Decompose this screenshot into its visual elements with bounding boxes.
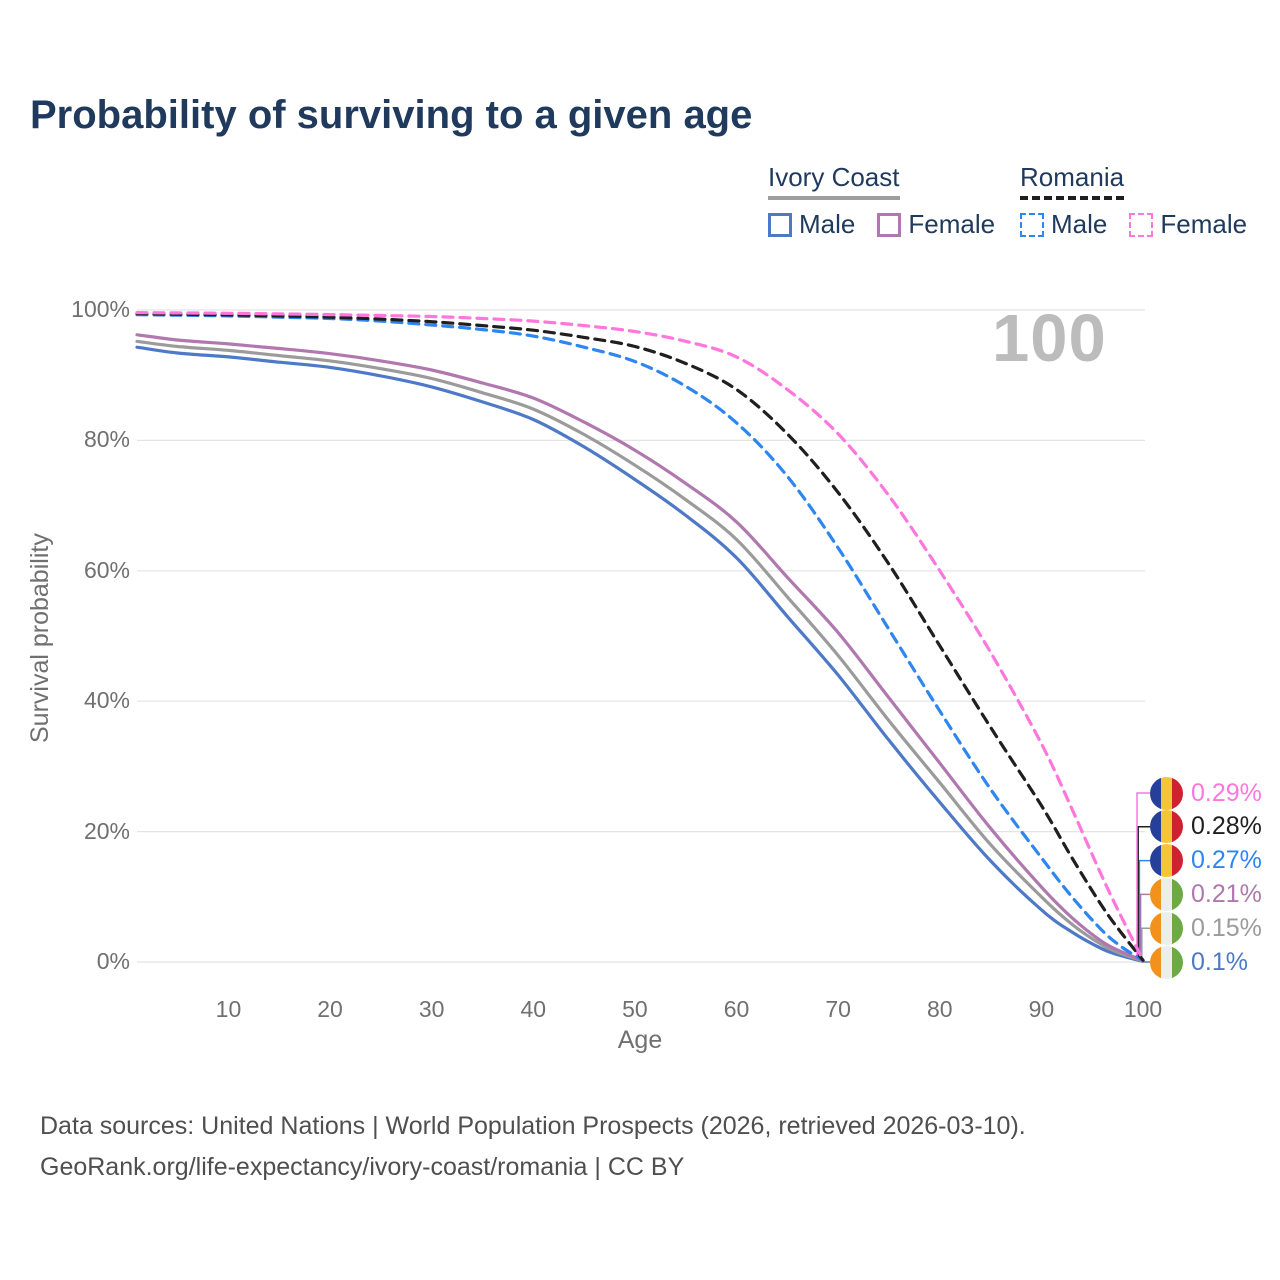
- y-tick-0%: 0%: [96, 948, 130, 974]
- legend-swatch-ivory-coast-female: [877, 212, 902, 237]
- y-tick-80%: 80%: [83, 426, 130, 453]
- series-line-romania-female[interactable]: [135, 311, 1145, 962]
- x-tick-30: 30: [418, 996, 445, 1022]
- leader-line-ivory-coast-all: [1141, 927, 1150, 961]
- x-tick-60: 60: [723, 996, 750, 1022]
- romania-flag-icon: [1150, 844, 1183, 878]
- end-label-romania-male: 0.27%: [1150, 844, 1262, 878]
- leader-line-romania-male: [1138, 859, 1150, 961]
- end-value-romania-all: 0.28%: [1191, 812, 1262, 841]
- legend-swatch-romania-male: [1020, 212, 1044, 237]
- x-tick-20: 20: [317, 996, 343, 1022]
- data-sources-footer: Data sources: United Nations | World Pop…: [40, 1106, 1026, 1188]
- legend-item-romania-female[interactable]: Female: [1129, 209, 1247, 240]
- leader-line-romania-all: [1137, 826, 1150, 961]
- x-tick-10: 10: [215, 996, 242, 1022]
- leader-line-romania-female: [1136, 792, 1150, 961]
- legend-swatch-ivory-coast-male: [768, 212, 792, 237]
- end-label-ivory-coast-female: 0.21%: [1150, 877, 1262, 911]
- series-line-ivory-coast-female[interactable]: [135, 333, 1145, 963]
- end-label-ivory-coast-male: 0.1%: [1150, 945, 1248, 979]
- legend-item-romania-male[interactable]: Male: [1020, 209, 1107, 240]
- end-label-romania-female: 0.29%: [1150, 776, 1262, 810]
- x-tick-80: 80: [926, 996, 953, 1022]
- x-tick-40: 40: [520, 996, 547, 1022]
- series-line-ivory-coast-all[interactable]: [135, 339, 1145, 963]
- legend-group-ivory-coast: Ivory Coast Male Female: [768, 162, 995, 240]
- footer-line-2: GeoRank.org/life-expectancy/ivory-coast/…: [40, 1153, 685, 1181]
- end-value-ivory-coast-all: 0.15%: [1191, 913, 1262, 942]
- footer-line-1: Data sources: United Nations | World Pop…: [40, 1112, 1026, 1140]
- y-axis-title: Survival probability: [26, 533, 54, 743]
- legend-group-romania: Romania Male Female: [1020, 162, 1247, 240]
- x-axis-title: Age: [617, 1026, 663, 1054]
- end-value-ivory-coast-male: 0.1%: [1191, 947, 1248, 976]
- end-label-ivory-coast-all: 0.15%: [1150, 911, 1262, 945]
- x-tick-70: 70: [825, 996, 851, 1022]
- ivory-coast-flag-icon: [1150, 877, 1183, 911]
- legend-items-romania: Male Female: [1020, 209, 1247, 240]
- y-tick-40%: 40%: [83, 687, 130, 714]
- page-title: Probability of surviving to a given age: [30, 93, 753, 137]
- series-line-ivory-coast-male[interactable]: [135, 345, 1145, 963]
- y-tick-20%: 20%: [83, 817, 130, 844]
- series-line-romania-all[interactable]: [135, 312, 1145, 962]
- legend-swatch-romania-female: [1129, 212, 1154, 237]
- age-counter-watermark: 100: [992, 301, 1107, 376]
- y-tick-60%: 60%: [83, 556, 130, 583]
- legend-label-romania-female: Female: [1160, 209, 1248, 239]
- end-value-ivory-coast-female: 0.21%: [1191, 879, 1262, 908]
- legend-title-romania[interactable]: Romania: [1020, 162, 1125, 200]
- legend-item-ivory-coast-male[interactable]: Male: [768, 209, 855, 240]
- legend-label-romania-male: Male: [1051, 209, 1108, 239]
- x-tick-50: 50: [622, 996, 648, 1022]
- legend-item-ivory-coast-female[interactable]: Female: [877, 209, 995, 240]
- legend-label-ivory-coast-male: Male: [799, 209, 856, 239]
- end-value-romania-female: 0.29%: [1191, 778, 1262, 807]
- leader-line-ivory-coast-female: [1139, 893, 1150, 961]
- romania-flag-icon: [1150, 776, 1183, 810]
- legend-title-ivory-coast[interactable]: Ivory Coast: [768, 162, 900, 200]
- end-value-romania-male: 0.27%: [1191, 846, 1262, 875]
- ivory-coast-flag-icon: [1150, 945, 1183, 979]
- romania-flag-icon: [1150, 810, 1183, 844]
- ivory-coast-flag-icon: [1150, 911, 1183, 945]
- x-tick-100: 100: [1123, 996, 1163, 1022]
- legend-items-ivory-coast: Male Female: [768, 209, 995, 240]
- legend-label-ivory-coast-female: Female: [908, 209, 996, 239]
- y-tick-100%: 100%: [71, 296, 130, 322]
- x-tick-90: 90: [1028, 996, 1055, 1022]
- end-label-romania-all: 0.28%: [1150, 810, 1262, 844]
